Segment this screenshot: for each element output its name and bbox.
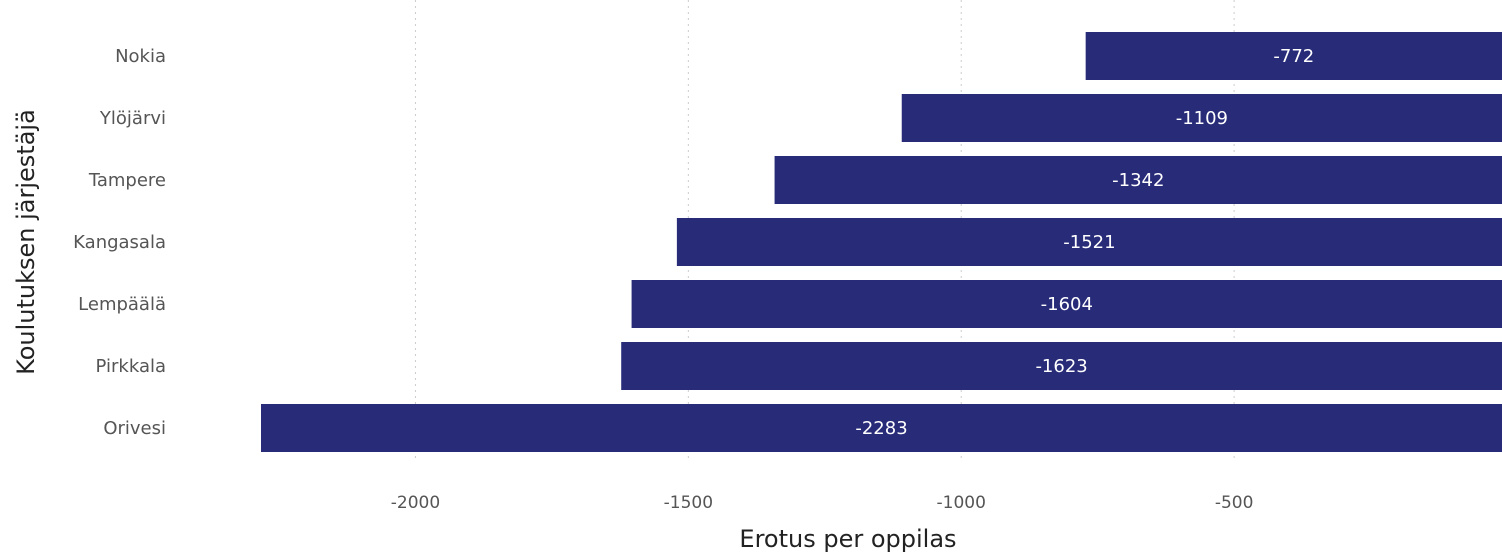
bar-value-label: -772 (1273, 46, 1314, 67)
bar (1085, 32, 1502, 80)
bar-value-label: -1604 (1041, 294, 1093, 315)
bars: -772 -1109 -1342 -1521 -1604 -1623 -2283 (261, 32, 1502, 452)
category-label: Ylöjärvi (99, 108, 166, 129)
category-label: Pirkkala (96, 356, 166, 377)
bar (774, 156, 1502, 204)
x-tick-label: -1000 (937, 493, 986, 513)
bar-value-label: -1109 (1176, 108, 1228, 129)
bar-value-label: -1521 (1063, 232, 1115, 253)
category-label: Nokia (115, 46, 166, 67)
x-tick-label: -500 (1215, 493, 1254, 513)
bar-value-label: -2283 (855, 418, 907, 439)
bar (901, 94, 1502, 142)
category-label: Orivesi (103, 418, 166, 439)
bar-value-label: -1342 (1112, 170, 1164, 191)
bar (676, 218, 1502, 266)
x-tick-label: -2000 (391, 493, 440, 513)
category-label: Tampere (88, 170, 166, 191)
bar-value-label: -1623 (1035, 356, 1087, 377)
bar (621, 342, 1502, 390)
bar (261, 404, 1502, 452)
x-tick-labels: -2000-1500-1000-5000 (391, 493, 1502, 513)
category-labels: Nokia Ylöjärvi Tampere Kangasala Lempäälä Pir… (73, 46, 166, 439)
category-label: Lempäälä (78, 294, 166, 315)
category-label: Kangasala (73, 232, 166, 253)
y-axis-title: Koulutuksen järjestäjä (12, 109, 40, 375)
bar (631, 280, 1502, 328)
x-tick-label: -1500 (664, 493, 713, 513)
x-axis-title: Erotus per oppilas (739, 525, 956, 553)
